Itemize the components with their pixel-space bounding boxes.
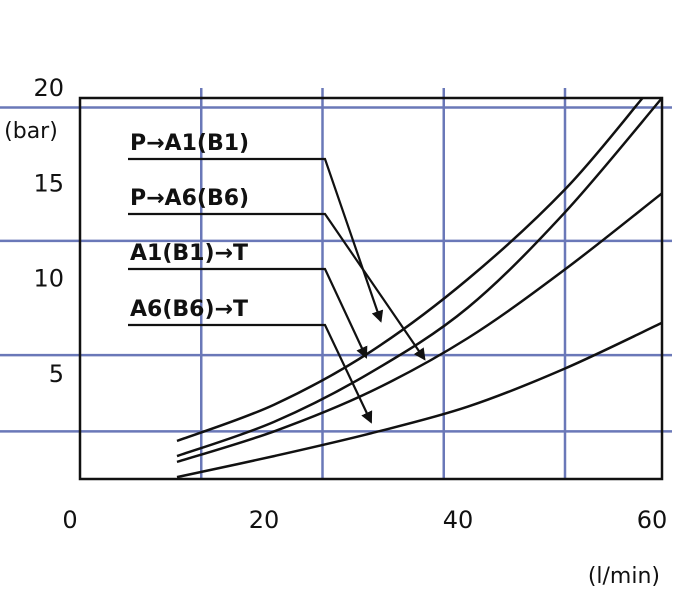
leader-arrow bbox=[128, 267, 368, 359]
y-tick-label: 20 bbox=[33, 74, 64, 102]
x-tick-label: 40 bbox=[443, 506, 474, 534]
leader-arrow bbox=[128, 323, 373, 424]
curve-label: A6(B6)→T bbox=[130, 297, 248, 322]
x-tick-label: 0 bbox=[62, 506, 77, 534]
series-line bbox=[176, 97, 663, 458]
curve-label: A1(B1)→T bbox=[130, 241, 248, 266]
x-axis-label: (l/min) bbox=[588, 564, 660, 589]
series-line bbox=[176, 321, 663, 479]
grid-lines bbox=[0, 88, 672, 479]
axis-tick-labels: 0 20 40 60 5 10 15 20 bbox=[33, 74, 667, 534]
curve-label: P→A1(B1) bbox=[130, 131, 249, 156]
x-tick-label: 20 bbox=[249, 506, 280, 534]
series-line bbox=[176, 192, 663, 464]
y-tick-label: 10 bbox=[33, 265, 64, 293]
plot-frame bbox=[78, 96, 664, 481]
series-line bbox=[176, 97, 644, 443]
y-axis-label: (bar) bbox=[4, 119, 58, 144]
leader-arrow bbox=[128, 212, 426, 361]
curves bbox=[176, 97, 663, 479]
curve-annotations: P→A1(B1) P→A6(B6) A1(B1)→T A6(B6)→T bbox=[128, 131, 426, 424]
y-tick-label: 5 bbox=[49, 360, 64, 388]
curve-label: P→A6(B6) bbox=[130, 186, 249, 211]
y-tick-label: 15 bbox=[33, 169, 64, 197]
x-tick-label: 60 bbox=[637, 506, 668, 534]
